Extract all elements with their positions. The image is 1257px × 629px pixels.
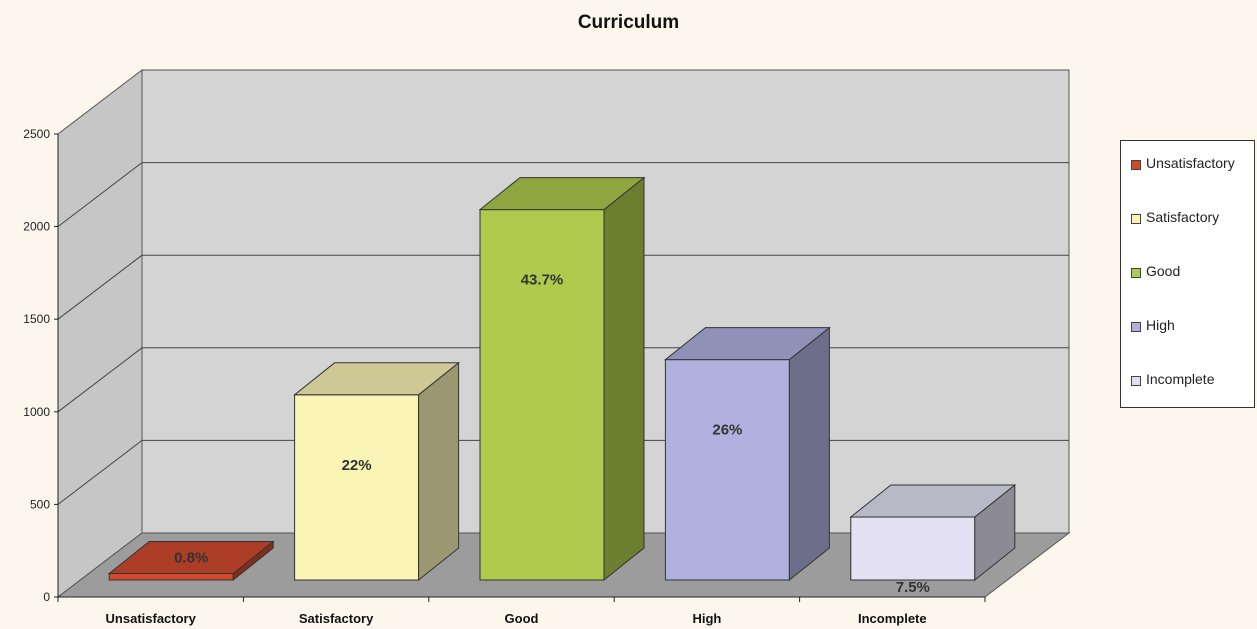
legend-swatch-incomplete [1131, 376, 1141, 386]
legend-item-good: Good [1121, 263, 1254, 317]
x-tick-label-unsatisfactory: Unsatisfactory [106, 611, 197, 626]
legend: Unsatisfactory Satisfactory Good High In… [1120, 140, 1255, 408]
bar-side-good [603, 176, 645, 582]
gridline-side-1000 [57, 347, 143, 413]
gridline-side-2000 [57, 162, 143, 227]
legend-item-unsatisfactory: Unsatisfactory [1121, 155, 1254, 209]
legend-item-satisfactory: Satisfactory [1121, 209, 1254, 263]
legend-item-incomplete: Incomplete [1121, 371, 1254, 425]
data-label-incomplete: 7.5% [896, 579, 930, 596]
x-tick-label-satisfactory: Satisfactory [299, 611, 374, 626]
bar-high [664, 359, 790, 581]
y-tick-label-1500: 1500 [23, 312, 50, 326]
x-tick-label-high: High [692, 611, 721, 626]
data-label-good: 43.7% [521, 272, 564, 289]
legend-swatch-high [1131, 322, 1141, 332]
legend-swatch-good [1131, 268, 1141, 278]
bar-side-high [788, 326, 830, 582]
bar-top-incomplete [849, 484, 1017, 518]
legend-item-high: High [1121, 317, 1254, 371]
data-label-satisfactory: 22% [342, 457, 372, 474]
legend-label-unsatisfactory: Unsatisfactory [1146, 155, 1235, 171]
x-tick-label-incomplete: Incomplete [858, 611, 927, 626]
y-tick-label-500: 500 [30, 497, 50, 511]
data-label-high: 26% [712, 422, 742, 439]
legend-label-good: Good [1146, 263, 1181, 279]
bar-top-high [663, 327, 831, 361]
y-tick-label-2000: 2000 [23, 220, 50, 234]
bar-incomplete [850, 516, 976, 581]
bar-top-unsatisfactory [107, 541, 275, 575]
left-wall [57, 68, 143, 599]
gridline-side-500 [57, 440, 143, 505]
bar-good [479, 209, 605, 581]
bar-satisfactory [294, 394, 420, 581]
chart-title: Curriculum [577, 12, 680, 33]
bar-top-good [478, 177, 646, 211]
legend-label-high: High [1146, 317, 1175, 333]
legend-swatch-unsatisfactory [1131, 160, 1141, 170]
bar-side-satisfactory [418, 361, 460, 582]
legend-label-incomplete: Incomplete [1146, 371, 1215, 387]
y-tick-label-0: 0 [43, 590, 50, 604]
x-tick-label-good: Good [505, 611, 539, 626]
legend-label-satisfactory: Satisfactory [1146, 209, 1220, 225]
bar-top-satisfactory [293, 362, 461, 396]
bar-unsatisfactory [108, 573, 234, 581]
legend-swatch-satisfactory [1131, 214, 1141, 224]
gridline-side-1500 [57, 254, 143, 320]
y-tick-label-1000: 1000 [23, 405, 50, 419]
y-tick-label-2500: 2500 [23, 127, 50, 141]
data-label-unsatisfactory: 0.8% [174, 550, 208, 567]
